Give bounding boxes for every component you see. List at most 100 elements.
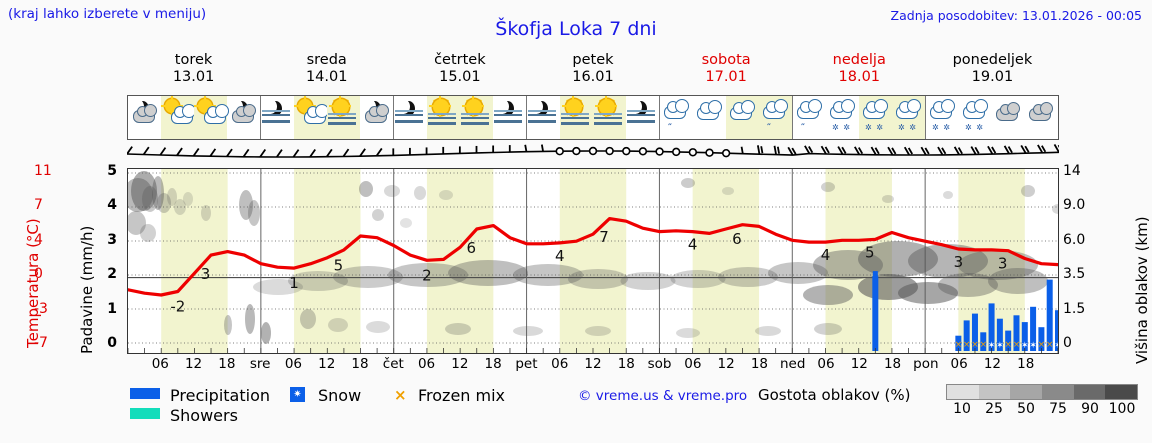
temperature-value-label: 1 [289,274,299,292]
time-tick-label: 06 [417,356,436,372]
weather-icon-sun-cloud [161,96,196,139]
wind-barb [276,149,283,158]
wind-barb [1037,144,1047,154]
precipitation-bar [963,320,970,351]
icon-day-4: ″ ″ [660,96,793,139]
wind-barb [820,145,830,155]
wind-barb [903,146,913,156]
wind-barb [1003,145,1013,155]
precipitation-bar [980,332,987,351]
time-tick-label: 06 [151,356,169,372]
day-name: torek [174,52,213,68]
daylight-band [559,169,627,353]
showers-swatch [130,408,160,419]
weather-icon-cloud-white [726,96,759,139]
icon-day-0 [128,96,261,139]
time-tick-label: ned [779,356,806,372]
cloud-blob [958,250,1038,280]
cloud-blob [768,262,828,284]
day-date: 14.01 [305,69,348,85]
day-name: ponedeljek [952,52,1033,68]
cloud-blob [131,171,157,211]
wind-barb [887,146,897,156]
time-tick-label: 12 [184,356,203,372]
cloud-density-scale-labels: 10 25 50 75 90 100 [946,401,1146,419]
cloud-blob [359,181,373,197]
cloud-blob [300,309,316,329]
cloud-blob [248,200,260,226]
wind-barb [192,147,200,157]
cloud-blob [858,241,938,277]
cloud-height-tick: 1.5 [1063,300,1086,317]
wind-barb-calm [721,148,731,158]
icon-day-2 [394,96,527,139]
temperature-value-label: 3 [998,254,1008,272]
cloud-blob [384,185,400,197]
location-menu-hint: (kraj lahko izberete v meniju) [8,6,207,22]
temperature-tick: 0 [34,266,43,283]
weather-icon-sun-fog [560,96,593,139]
day-name: petek [572,52,614,68]
cloud-blob [722,187,734,195]
cloud-blob [333,266,403,288]
cloud-density-step-75 [1042,385,1074,399]
wind-barb [756,145,764,155]
wind-barb [773,145,780,155]
precipitation-bar [1021,322,1028,351]
copyright-label: © vreme.us & vreme.pro [578,388,748,404]
cloud-blob [898,282,958,304]
frozen-mix-marker: × [955,340,963,350]
time-tick-label: 18 [617,356,635,372]
weather-icon-cloud-snow: ✲ ✲ [926,96,959,139]
wind-barb [159,147,167,156]
weather-icon-moon-fog [261,96,294,139]
time-tick-label: 12 [850,356,868,372]
cloud-blob [174,199,186,215]
weather-icon-cloud-snow: ✲ ✲ [959,96,992,139]
frozen-mix-marker: × [1004,340,1012,350]
time-tick-label: 18 [750,356,769,372]
time-tick-label: sob [647,356,672,372]
wind-barb [142,146,150,156]
temperature-value-label: 6 [732,230,742,248]
time-tick-label: 06 [684,356,702,372]
cloud-blob [400,218,412,228]
day-header-6: ponedeljek 19.01 [926,52,1059,90]
cloud-blob [1052,204,1058,214]
icon-day-6: ✲ ✲ ✲ ✲ [926,96,1058,139]
day-header-5: nedelja 18.01 [793,52,926,90]
wind-barb [524,144,528,152]
time-tick-label: 12 [451,356,469,372]
wind-barb [953,146,963,156]
temperature-value-label: 2 [422,266,432,284]
precipitation-tick: 1 [107,300,118,317]
time-tick-label: 12 [318,356,336,372]
weather-icon-sun-fog [593,96,626,139]
precipitation-swatch [130,388,160,399]
cloud-height-tick: 6.0 [1063,231,1086,248]
weather-icon-cloud-snow: ✲ ✲ [826,96,859,139]
wind-barb [309,149,316,158]
weather-icon-cloud-drizzle: ″ [759,96,792,139]
temperature-value-label: 5 [865,244,875,262]
daylight-band [294,169,361,353]
cloud-density-step-10 [947,385,979,399]
cloud-blob [908,244,988,278]
frozen-mix-marker: × [979,340,987,350]
showers-legend-label: Showers [170,406,238,425]
weather-icon-sun-cloud [294,96,329,139]
cloud-density-step-25 [978,385,1011,399]
cloud-blob [513,264,583,286]
cloud-density-scale [946,384,1138,400]
icon-day-3 [527,96,660,139]
time-tick-label: pet [515,356,538,372]
snow-marker: ✶ [996,341,1004,351]
cloud-blob [183,192,193,206]
icon-day-1 [261,96,394,139]
snow-marker: ✶ [1021,341,1029,351]
cloud-blob [152,176,164,210]
weather-icon-cloud-grey [1025,96,1058,139]
wind-barb [375,147,383,157]
weather-icon-sun-fog [460,96,493,139]
